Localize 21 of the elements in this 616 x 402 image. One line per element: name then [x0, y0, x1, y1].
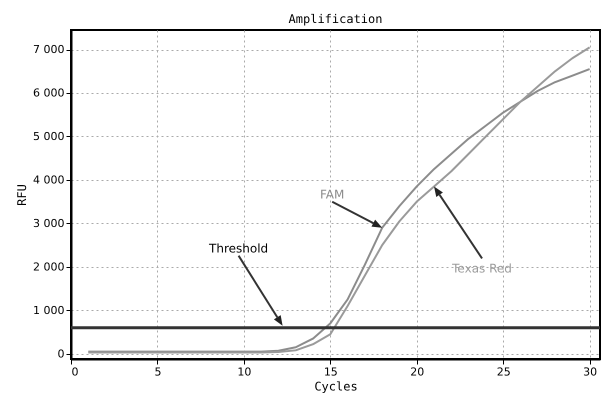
x-tick-label: 25: [496, 366, 511, 378]
x-tick-label: 5: [154, 366, 162, 378]
x-tick-label: 15: [324, 366, 338, 378]
text: FAM: [320, 188, 344, 202]
x-tick-label: 30: [583, 366, 598, 378]
chart-title: Amplification: [288, 12, 382, 26]
x-tick-label: 20: [410, 366, 424, 378]
x-tick-label: 10: [237, 366, 252, 378]
y-tick-label: 7 000: [33, 43, 64, 56]
x-tick-label: 0: [72, 366, 78, 378]
text: Texas Red: [451, 261, 512, 276]
y-tick-label: 3 000: [33, 216, 64, 230]
y-tick-label: 0: [58, 347, 64, 360]
y-tick-label: 1 000: [33, 304, 64, 317]
y-tick-label: 2 000: [33, 260, 64, 274]
y-tick-label: 5 000: [33, 130, 64, 143]
y-axis-title: RFU: [15, 184, 30, 206]
y-tick-label: 6 000: [33, 86, 64, 100]
ref-line-label: Threshold: [208, 242, 268, 256]
y-tick-label: 4 000: [33, 173, 64, 186]
x-axis-title: Cycles: [314, 380, 358, 394]
